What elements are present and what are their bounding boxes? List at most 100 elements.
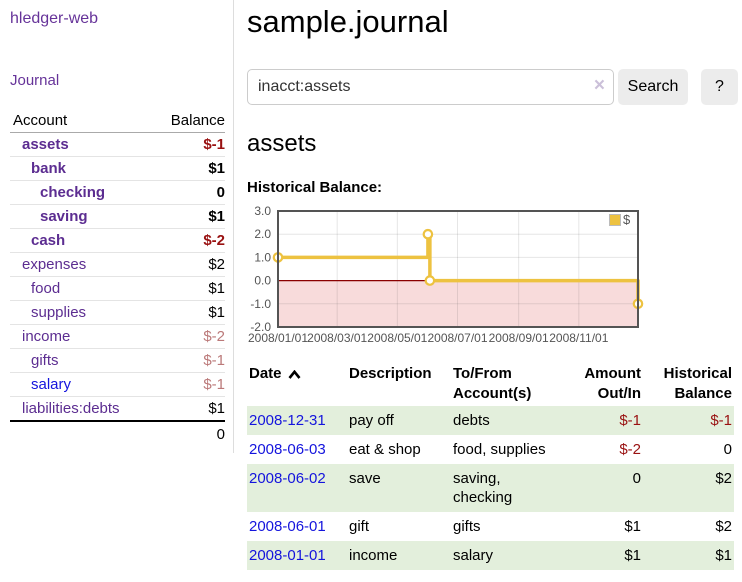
legend-swatch-icon xyxy=(609,213,621,226)
sidebar-account-balance: $-2 xyxy=(153,324,225,349)
chart-title: Historical Balance: xyxy=(247,179,383,196)
balance-column-header-main: Historical Balance xyxy=(663,365,732,402)
sidebar-account-balance: $1 xyxy=(153,156,225,181)
sidebar-account-link[interactable]: expenses xyxy=(22,256,87,273)
sidebar-account-link[interactable]: gifts xyxy=(31,352,59,369)
sidebar-account-row: saving $1 xyxy=(10,204,225,229)
search-button[interactable]: Search xyxy=(618,69,688,105)
sidebar-account-balance: $1 xyxy=(153,204,225,229)
svg-text:2008/09/01: 2008/09/01 xyxy=(489,331,549,345)
transaction-balance: $1 xyxy=(715,547,732,564)
transaction-date-link[interactable]: 2008-06-02 xyxy=(249,470,326,487)
transaction-accounts: gifts xyxy=(453,518,481,535)
transaction-date-link[interactable]: 2008-01-01 xyxy=(249,547,326,564)
sidebar-account-link[interactable]: checking xyxy=(40,184,106,201)
svg-text:0.0: 0.0 xyxy=(254,274,271,288)
sidebar-account-link[interactable]: food xyxy=(31,280,61,297)
sidebar-account-balance: $-2 xyxy=(153,228,225,253)
sidebar-account-row: cash $-2 xyxy=(10,228,225,253)
sidebar-account-row: income $-2 xyxy=(10,324,225,349)
app-brand-link[interactable]: hledger-web xyxy=(10,10,99,27)
register-row: 2008-01-01 income salary $1 $1 xyxy=(247,541,734,570)
search-input[interactable] xyxy=(247,69,614,105)
svg-text:2008/05/01: 2008/05/01 xyxy=(367,331,427,345)
sidebar-account-balance: $-1 xyxy=(153,132,225,157)
sidebar-accounts-table: Account Balance assets $-1 bank $1 checking 0… xyxy=(10,108,225,447)
sidebar-account-row: checking 0 xyxy=(10,180,225,205)
sidebar-total-balance: 0 xyxy=(153,420,225,447)
transaction-balance: $2 xyxy=(715,518,732,535)
sidebar-account-row: supplies $1 xyxy=(10,300,225,325)
sidebar-account-link[interactable]: bank xyxy=(31,160,67,177)
account-column-header: Account xyxy=(10,108,154,133)
svg-text:-2.0: -2.0 xyxy=(250,320,271,334)
sidebar-account-row: bank $1 xyxy=(10,156,225,181)
sidebar-account-row: assets $-1 xyxy=(10,132,225,157)
register-row: 2008-06-02 save saving, checking 0 $2 xyxy=(247,464,734,512)
sidebar-item-journal[interactable]: Journal xyxy=(10,72,60,89)
search-bar: × Search ? xyxy=(247,69,742,105)
register-table: Date Description To/From Account(s) Amou… xyxy=(247,362,734,570)
help-button[interactable]: ? xyxy=(701,69,738,105)
sidebar-account-link[interactable]: liabilities:debts xyxy=(22,400,120,417)
transaction-date-link[interactable]: 2008-06-01 xyxy=(249,518,326,535)
sidebar-account-link[interactable]: income xyxy=(22,328,71,345)
svg-text:2008/01/01: 2008/01/01 xyxy=(248,331,308,345)
sidebar-account-link[interactable]: assets xyxy=(22,136,69,153)
sidebar-account-link[interactable]: saving xyxy=(40,208,88,225)
transaction-accounts: salary xyxy=(453,547,494,564)
transaction-balance: 0 xyxy=(723,441,732,458)
sidebar-total-row: 0 xyxy=(10,420,225,447)
transaction-description: income xyxy=(349,547,398,564)
transaction-description: save xyxy=(349,470,381,487)
sidebar-account-balance: 0 xyxy=(153,180,225,205)
sidebar-account-link[interactable]: cash xyxy=(31,232,66,249)
register-header-row: Date Description To/From Account(s) Amou… xyxy=(247,362,734,406)
accounts-column-header: To/From Account(s) xyxy=(453,365,532,402)
sidebar-account-row: food $1 xyxy=(10,276,225,301)
balance-column-header: Balance xyxy=(153,108,225,133)
page-title: sample.journal xyxy=(247,4,449,39)
transaction-balance: $-1 xyxy=(710,412,732,429)
transaction-date-link[interactable]: 2008-12-31 xyxy=(249,412,326,429)
transaction-accounts: food, supplies xyxy=(453,441,546,458)
svg-text:3.0: 3.0 xyxy=(254,204,271,218)
sidebar-account-tbody: assets $-1 bank $1 checking 0 saving $1 cash $-2 e… xyxy=(10,132,225,422)
amount-column-header: Amount Out/In xyxy=(584,365,641,402)
sidebar-account-balance: $1 xyxy=(153,300,225,325)
transaction-description: gift xyxy=(349,518,370,535)
svg-text:2.0: 2.0 xyxy=(254,227,271,241)
sidebar-accounts-header-row: Account Balance xyxy=(10,108,225,133)
svg-text:-1.0: -1.0 xyxy=(250,297,271,311)
sidebar-account-row: liabilities:debts $1 xyxy=(10,396,225,422)
transaction-description: pay off xyxy=(349,412,394,429)
current-account-heading: assets xyxy=(247,130,317,157)
sidebar-account-balance: $1 xyxy=(153,276,225,301)
sidebar-account-row: expenses $2 xyxy=(10,252,225,277)
register-row: 2008-06-01 gift gifts $1 $2 xyxy=(247,512,734,541)
historical-balance-chart: 3.0 2.0 1.0 0.0 -1.0 -2.0 2008/01/01 2008/03/01… xyxy=(247,203,742,345)
sidebar-account-row: gifts $-1 xyxy=(10,348,225,373)
svg-text:2008/03/01: 2008/03/01 xyxy=(307,331,367,345)
sidebar-account-balance: $2 xyxy=(153,252,225,277)
transaction-amount: $1 xyxy=(624,547,641,564)
sort-ascending-icon xyxy=(288,369,301,379)
register-tbody: 2008-12-31 pay off debts $-1 $-1 2008-06-03 ea… xyxy=(247,406,734,570)
description-column-header: Description xyxy=(349,365,432,382)
transaction-date-link[interactable]: 2008-06-03 xyxy=(249,441,326,458)
spacer xyxy=(10,420,154,447)
transaction-description: eat & shop xyxy=(349,441,421,458)
register-row: 2008-06-03 eat & shop food, supplies $-2 0 xyxy=(247,435,734,464)
main-content: sample.journal × Search ? assets Histori… xyxy=(234,0,742,570)
chart-legend: $ xyxy=(609,212,630,227)
clear-search-icon[interactable]: × xyxy=(593,75,605,96)
date-column-header[interactable]: Date xyxy=(247,362,347,406)
search-box: × xyxy=(247,69,614,105)
sidebar-account-link[interactable]: salary xyxy=(31,376,72,393)
transaction-amount: $-2 xyxy=(619,441,641,458)
sidebar-account-link[interactable]: supplies xyxy=(31,304,87,321)
sidebar-account-balance: $-1 xyxy=(153,348,225,373)
transaction-balance: $2 xyxy=(715,470,732,487)
svg-text:1.0: 1.0 xyxy=(254,250,271,264)
